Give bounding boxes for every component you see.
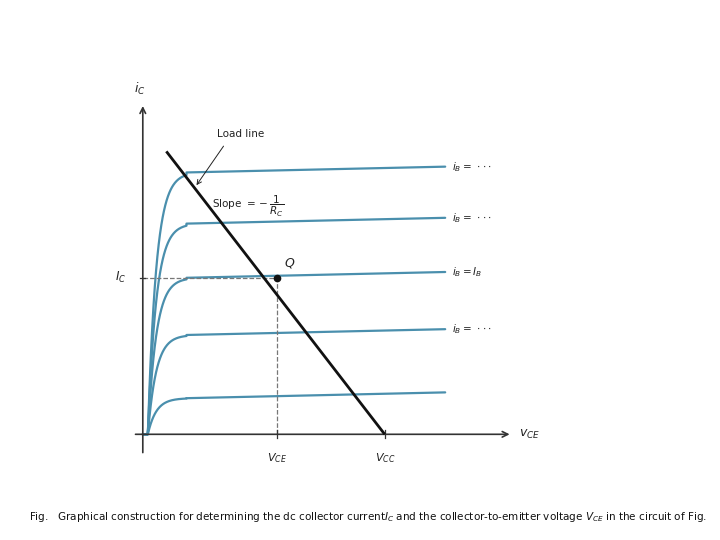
- Text: $Q$: $Q$: [284, 256, 295, 270]
- Text: Fig.   Graphical construction for determining the dc collector current$I_C$ and : Fig. Graphical construction for determin…: [29, 510, 706, 524]
- Text: $V_{CE}$: $V_{CE}$: [267, 451, 287, 464]
- Text: $i_C$: $i_C$: [134, 81, 145, 97]
- Text: $v_{CE}$: $v_{CE}$: [519, 428, 540, 441]
- Text: $i_B = I_B$: $i_B = I_B$: [452, 265, 482, 279]
- Text: $i_B = \,\cdot\!\cdot\!\cdot$: $i_B = \,\cdot\!\cdot\!\cdot$: [452, 160, 492, 173]
- Text: $I_C$: $I_C$: [114, 270, 126, 285]
- Text: $i_B = \,\cdot\!\cdot\!\cdot$: $i_B = \,\cdot\!\cdot\!\cdot$: [452, 322, 492, 336]
- Text: Slope $= -\dfrac{1}{R_C}$: Slope $= -\dfrac{1}{R_C}$: [212, 193, 284, 219]
- Text: $i_B = \,\cdot\!\cdot\!\cdot$: $i_B = \,\cdot\!\cdot\!\cdot$: [452, 211, 492, 225]
- Text: $V_{CC}$: $V_{CC}$: [374, 451, 395, 464]
- Text: Load line: Load line: [217, 130, 264, 139]
